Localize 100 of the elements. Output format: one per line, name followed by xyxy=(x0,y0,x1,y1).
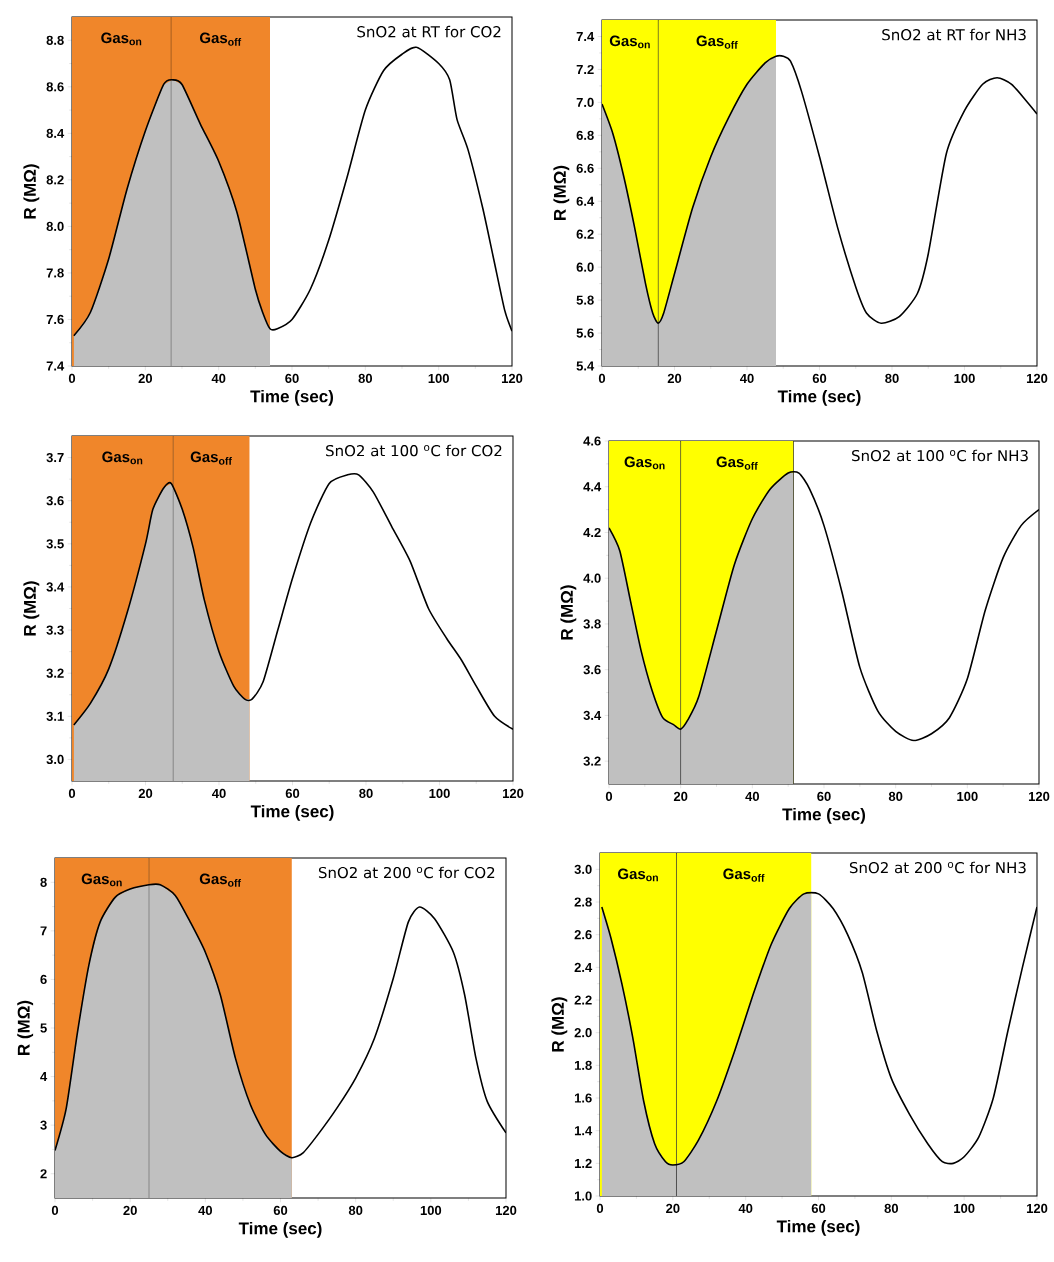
y-tick-label: 1.2 xyxy=(574,1158,592,1168)
x-tick-label: 120 xyxy=(501,373,523,384)
chart-title: SnO2 at 200 $^{o}$C for NH3 xyxy=(849,861,1026,874)
x-tick-label: 0 xyxy=(51,1205,59,1216)
band-label: Gas$_{off}$ xyxy=(696,35,738,49)
x-tick-label: 60 xyxy=(812,373,827,384)
x-tick-label: 20 xyxy=(673,791,688,802)
y-tick-label: 2.8 xyxy=(574,897,592,907)
band-label: Gas$_{off}$ xyxy=(716,456,758,470)
band-label: Gas$_{on}$ xyxy=(624,456,665,470)
y-tick-label: 6 xyxy=(40,974,47,985)
x-tick-label: 40 xyxy=(745,791,760,802)
x-tick-label: 60 xyxy=(817,791,831,802)
y-tick-label: 4.6 xyxy=(583,436,601,446)
y-tick-label: 3.3 xyxy=(46,625,64,635)
y-axis-title: R (MΩ) xyxy=(23,581,40,636)
y-axis-title: R (MΩ) xyxy=(17,1000,34,1055)
x-tick-label: 120 xyxy=(1026,1203,1048,1214)
band-label: Gas$_{on}$ xyxy=(618,868,658,882)
x-tick-label: 120 xyxy=(1028,791,1050,802)
chart-title: SnO2 at 100 $^{o}$C for NH3 xyxy=(852,449,1028,462)
x-tick-label: 60 xyxy=(273,1205,288,1216)
y-tick-label: 3.4 xyxy=(583,710,602,721)
band-label: Gas$_{on}$ xyxy=(102,451,143,465)
y-tick-label: 3.7 xyxy=(46,452,64,463)
x-tick-label: 20 xyxy=(138,788,153,799)
band-label: Gas$_{off}$ xyxy=(199,32,242,46)
y-tick-label: 8.4 xyxy=(46,128,65,138)
x-tick-label: 40 xyxy=(738,1203,753,1214)
x-tick-label: 0 xyxy=(68,788,76,799)
x-tick-label: 80 xyxy=(885,373,899,384)
x-tick-label: 100 xyxy=(428,373,449,384)
y-axis-title: R (MΩ) xyxy=(551,997,568,1052)
y-tick-label: 1.4 xyxy=(574,1126,593,1136)
chart-title: SnO2 at 100 $^{o}$C for CO2 xyxy=(326,444,502,457)
y-tick-label: 7.4 xyxy=(576,32,595,41)
y-tick-label: 2.4 xyxy=(574,962,593,972)
x-tick-label: 0 xyxy=(605,791,613,802)
y-tick-label: 5.4 xyxy=(576,361,595,371)
y-tick-label: 1.6 xyxy=(574,1093,592,1103)
y-tick-label: 1.0 xyxy=(574,1191,592,1201)
band-label: Gas$_{on}$ xyxy=(81,873,122,887)
x-tick-label: 40 xyxy=(739,373,754,384)
y-tick-label: 3.6 xyxy=(583,665,601,675)
y-tick-label: 8.0 xyxy=(46,221,64,232)
y-tick-label: 7.4 xyxy=(46,361,65,371)
y-tick-label: 3.1 xyxy=(46,711,64,721)
y-tick-label: 3.8 xyxy=(583,619,601,629)
y-tick-label: 8.6 xyxy=(46,82,64,92)
y-tick-label: 3.4 xyxy=(46,582,65,592)
x-tick-label: 80 xyxy=(359,788,373,799)
y-tick-label: 2.2 xyxy=(574,995,592,1005)
x-tick-label: 40 xyxy=(198,1205,213,1216)
x-axis-title: Time (sec) xyxy=(782,807,866,824)
x-axis-title: Time (sec) xyxy=(776,1219,860,1236)
x-tick-label: 80 xyxy=(348,1205,363,1216)
x-tick-label: 20 xyxy=(123,1205,137,1216)
x-tick-label: 40 xyxy=(211,373,226,384)
x-tick-label: 0 xyxy=(598,373,606,384)
x-tick-label: 20 xyxy=(666,1203,680,1214)
x-tick-label: 80 xyxy=(358,373,373,384)
chart-title: SnO2 at RT for NH3 xyxy=(882,28,1026,41)
x-tick-label: 60 xyxy=(811,1203,826,1214)
y-tick-label: 3.2 xyxy=(46,668,64,678)
x-axis-title: Time (sec) xyxy=(250,389,334,406)
y-tick-label: 3.0 xyxy=(46,754,64,765)
x-tick-label: 60 xyxy=(285,788,300,799)
x-axis-title: Time (sec) xyxy=(250,804,334,821)
y-tick-label: 6.8 xyxy=(576,130,594,140)
y-tick-label: 2.0 xyxy=(574,1028,592,1038)
y-tick-label: 2.6 xyxy=(574,930,592,940)
y-tick-label: 6.4 xyxy=(576,196,595,206)
x-tick-label: 100 xyxy=(429,788,450,799)
y-tick-label: 5.8 xyxy=(576,295,594,305)
x-tick-label: 100 xyxy=(954,373,975,384)
x-tick-label: 80 xyxy=(884,1203,899,1214)
x-tick-label: 120 xyxy=(495,1205,517,1216)
x-axis-title: Time (sec) xyxy=(777,389,861,406)
y-tick-label: 3.0 xyxy=(574,864,592,874)
y-axis-title: R (MΩ) xyxy=(23,164,40,219)
y-axis-title: R (MΩ) xyxy=(560,585,577,640)
y-tick-label: 3 xyxy=(40,1120,47,1130)
band-label: Gas$_{off}$ xyxy=(199,873,242,887)
x-tick-label: 100 xyxy=(954,1203,975,1214)
band-label: Gas$_{off}$ xyxy=(723,868,765,882)
x-tick-label: 40 xyxy=(211,788,226,799)
y-tick-label: 6.0 xyxy=(576,262,594,272)
y-tick-label: 8.2 xyxy=(46,175,64,185)
y-tick-label: 7.6 xyxy=(46,314,64,325)
band-label: Gas$_{on}$ xyxy=(101,32,142,46)
x-tick-label: 0 xyxy=(596,1203,604,1214)
y-tick-label: 3.6 xyxy=(46,496,64,506)
y-tick-label: 3.2 xyxy=(583,756,601,766)
y-tick-label: 5.6 xyxy=(576,328,594,338)
y-tick-label: 1.8 xyxy=(574,1060,592,1070)
y-tick-label: 4 xyxy=(40,1072,48,1082)
y-tick-label: 7 xyxy=(40,926,47,936)
y-tick-label: 2 xyxy=(40,1169,47,1179)
y-tick-label: 5 xyxy=(40,1023,47,1033)
x-tick-label: 60 xyxy=(285,373,299,384)
